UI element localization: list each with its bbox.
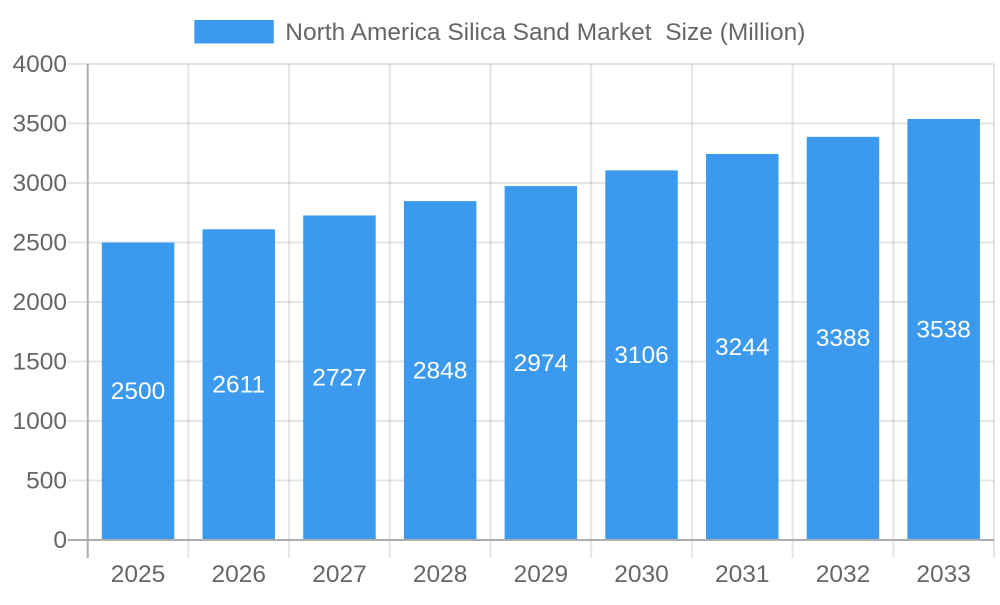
svg-text:2500: 2500 xyxy=(111,378,166,405)
svg-text:2029: 2029 xyxy=(514,561,569,588)
svg-text:2848: 2848 xyxy=(413,357,468,384)
svg-text:2028: 2028 xyxy=(413,561,468,588)
svg-text:2500: 2500 xyxy=(12,229,67,256)
svg-text:4000: 4000 xyxy=(12,51,67,78)
svg-text:2026: 2026 xyxy=(211,561,266,588)
svg-text:2033: 2033 xyxy=(916,561,971,588)
svg-text:2027: 2027 xyxy=(312,561,367,588)
svg-text:3500: 3500 xyxy=(12,110,67,137)
svg-text:2031: 2031 xyxy=(715,561,770,588)
svg-text:0: 0 xyxy=(53,527,67,554)
svg-text:2032: 2032 xyxy=(816,561,871,588)
svg-text:3388: 3388 xyxy=(816,325,871,352)
svg-text:3000: 3000 xyxy=(12,170,67,197)
svg-text:2030: 2030 xyxy=(614,561,669,588)
svg-text:500: 500 xyxy=(26,467,67,494)
svg-text:1000: 1000 xyxy=(12,408,67,435)
svg-text:2974: 2974 xyxy=(514,350,569,377)
svg-text:3538: 3538 xyxy=(916,316,971,343)
svg-text:1500: 1500 xyxy=(12,348,67,375)
svg-text:2611: 2611 xyxy=(212,371,265,398)
svg-text:North America Silica Sand Mark: North America Silica Sand Market Size (M… xyxy=(285,19,805,46)
svg-text:2000: 2000 xyxy=(12,289,67,316)
svg-text:2727: 2727 xyxy=(312,365,367,392)
svg-text:3244: 3244 xyxy=(715,334,770,361)
svg-text:2025: 2025 xyxy=(111,561,166,588)
svg-text:3106: 3106 xyxy=(614,342,669,369)
